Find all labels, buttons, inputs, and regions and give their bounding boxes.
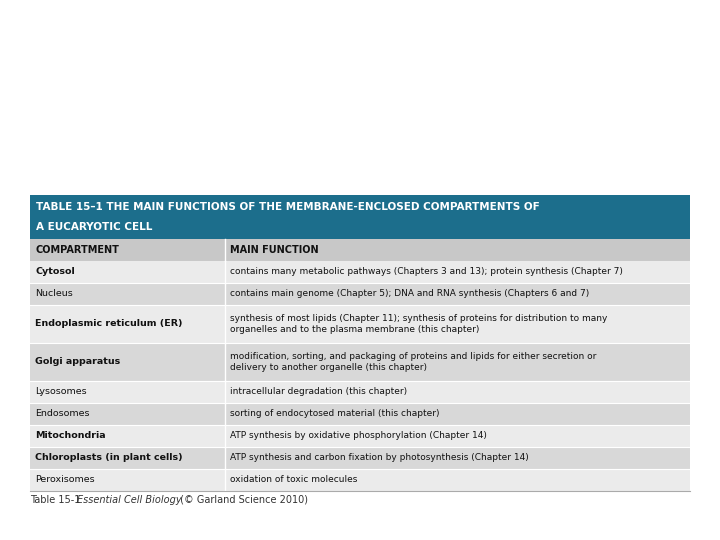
Bar [30, 403, 690, 425]
Text: Table 15-1: Table 15-1 [30, 495, 86, 505]
Text: contains many metabolic pathways (Chapters 3 and 13); protein synthesis (Chapter: contains many metabolic pathways (Chapte… [230, 267, 623, 276]
Text: A EUCARYOTIC CELL: A EUCARYOTIC CELL [36, 222, 153, 232]
Text: Golgi apparatus: Golgi apparatus [35, 357, 120, 367]
Text: intracellular degradation (this chapter): intracellular degradation (this chapter) [230, 388, 407, 396]
Text: TABLE 15–1 THE MAIN FUNCTIONS OF THE MEMBRANE-ENCLOSED COMPARTMENTS OF: TABLE 15–1 THE MAIN FUNCTIONS OF THE MEM… [36, 202, 540, 212]
Bar [30, 195, 690, 239]
Text: Chloroplasts (in plant cells): Chloroplasts (in plant cells) [35, 454, 183, 462]
Text: modification, sorting, and packaging of proteins and lipids for either secretion: modification, sorting, and packaging of … [230, 352, 596, 373]
Bar [30, 469, 690, 491]
Bar [30, 261, 690, 283]
Bar [30, 425, 690, 447]
Bar [30, 381, 690, 403]
Text: ATP synthesis and carbon fixation by photosynthesis (Chapter 14): ATP synthesis and carbon fixation by pho… [230, 454, 528, 462]
Bar [30, 239, 690, 261]
Text: ATP synthesis by oxidative phosphorylation (Chapter 14): ATP synthesis by oxidative phosphorylati… [230, 431, 487, 441]
Bar [30, 343, 690, 381]
Text: COMPARTMENT: COMPARTMENT [35, 245, 119, 255]
Bar [30, 305, 690, 343]
Text: Mitochondria: Mitochondria [35, 431, 106, 441]
Text: Peroxisomes: Peroxisomes [35, 476, 94, 484]
Text: (© Garland Science 2010): (© Garland Science 2010) [177, 495, 308, 505]
Text: contains main genome (Chapter 5); DNA and RNA synthesis (Chapters 6 and 7): contains main genome (Chapter 5); DNA an… [230, 289, 589, 299]
Text: Lysosomes: Lysosomes [35, 388, 86, 396]
Text: Endosomes: Endosomes [35, 409, 89, 418]
Text: Nucleus: Nucleus [35, 289, 73, 299]
Text: Cytosol: Cytosol [35, 267, 75, 276]
Text: oxidation of toxic molecules: oxidation of toxic molecules [230, 476, 357, 484]
Text: MAIN FUNCTION: MAIN FUNCTION [230, 245, 318, 255]
Text: sorting of endocytosed material (this chapter): sorting of endocytosed material (this ch… [230, 409, 439, 418]
Text: Essential Cell Biology: Essential Cell Biology [77, 495, 181, 505]
Text: synthesis of most lipids (Chapter 11); synthesis of proteins for distribution to: synthesis of most lipids (Chapter 11); s… [230, 314, 607, 334]
Text: Endoplasmic reticulum (ER): Endoplasmic reticulum (ER) [35, 320, 182, 328]
Bar [30, 283, 690, 305]
Bar [30, 447, 690, 469]
